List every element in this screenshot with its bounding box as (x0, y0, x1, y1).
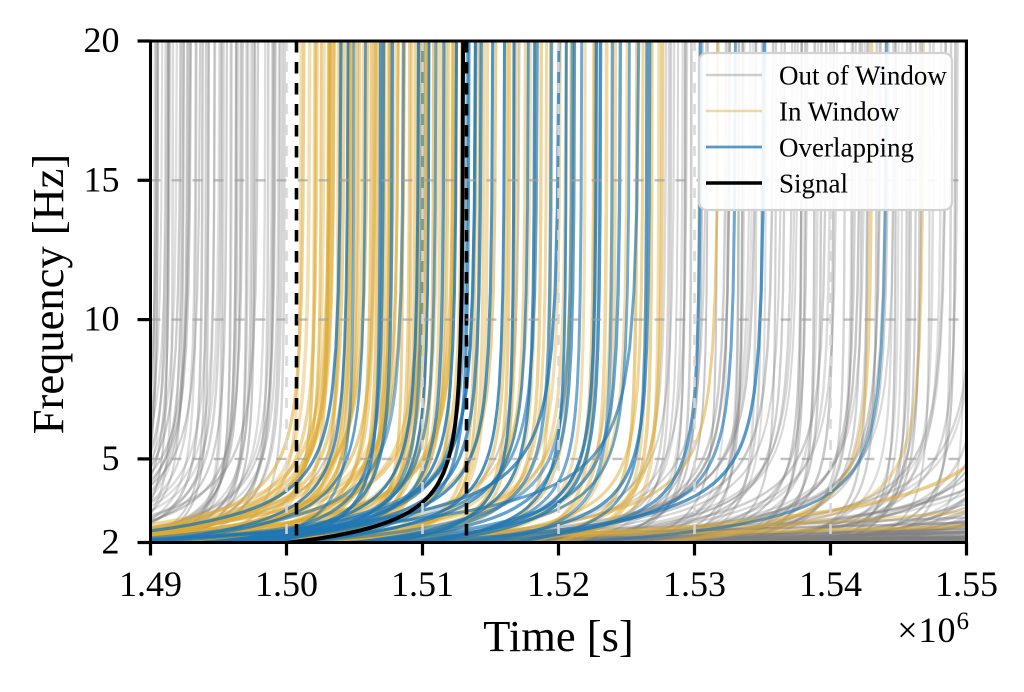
svg-text:15: 15 (84, 159, 120, 199)
svg-text:1.55: 1.55 (935, 564, 998, 604)
svg-text:In Window: In Window (779, 97, 900, 127)
svg-text:1.51: 1.51 (391, 564, 454, 604)
svg-text:1.53: 1.53 (663, 564, 726, 604)
svg-text:5: 5 (102, 438, 120, 478)
svg-text:Overlapping: Overlapping (779, 133, 914, 163)
svg-text:Frequency [Hz]: Frequency [Hz] (23, 154, 73, 434)
svg-text:1.50: 1.50 (255, 564, 318, 604)
svg-text:2: 2 (102, 522, 120, 562)
svg-text:1.49: 1.49 (119, 564, 182, 604)
svg-text:20: 20 (84, 20, 120, 60)
svg-text:10: 10 (84, 299, 120, 339)
svg-text:Time [s]: Time [s] (483, 611, 633, 661)
svg-text:×106: ×106 (897, 608, 970, 650)
svg-text:Signal: Signal (779, 169, 848, 199)
svg-text:1.52: 1.52 (527, 564, 590, 604)
svg-text:Out of Window: Out of Window (779, 61, 947, 91)
svg-text:1.54: 1.54 (799, 564, 862, 604)
